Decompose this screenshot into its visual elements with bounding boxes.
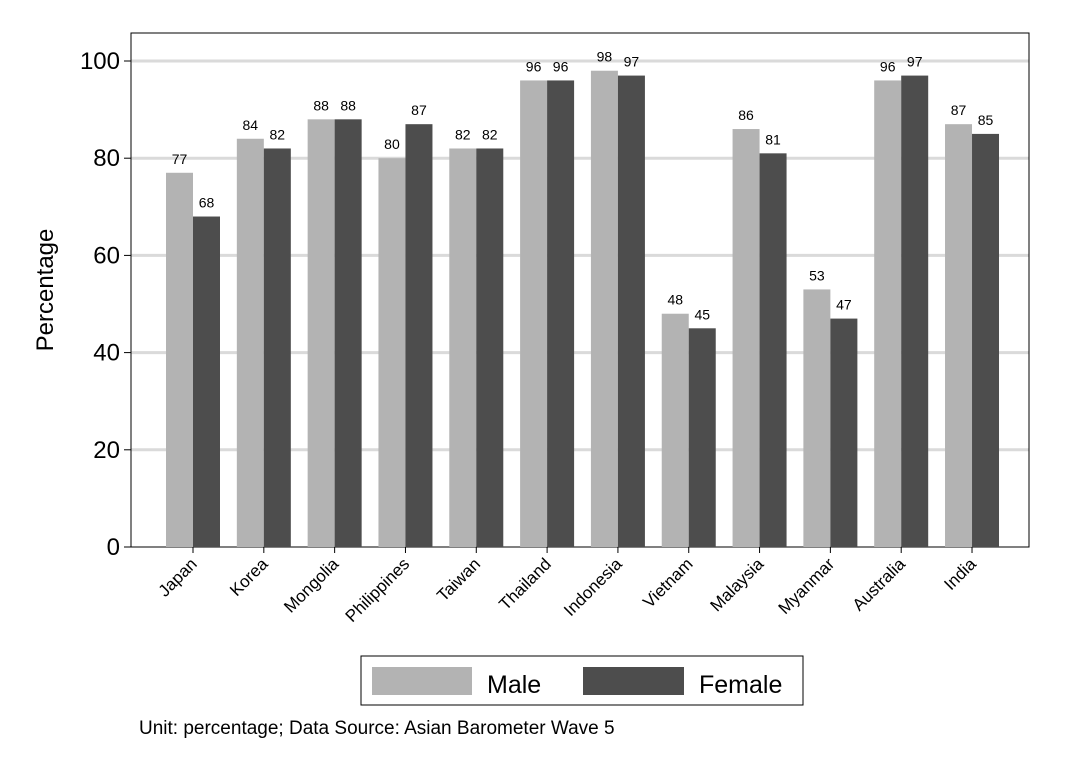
- bar-male: [449, 148, 477, 548]
- x-tick-label: Taiwan: [433, 554, 484, 605]
- data-label: 98: [597, 49, 613, 65]
- bar-male: [236, 138, 264, 547]
- data-label: 68: [199, 195, 215, 211]
- bar-female: [547, 80, 575, 547]
- data-label: 96: [880, 58, 896, 74]
- legend: Male Female: [360, 655, 804, 706]
- y-tick-label: 40: [93, 340, 120, 367]
- bar-female: [688, 328, 716, 547]
- bar-male: [590, 70, 618, 547]
- bar-male: [307, 119, 335, 547]
- bar-female: [334, 119, 362, 547]
- bar-female: [972, 133, 1000, 547]
- x-tick-label: India: [940, 554, 980, 594]
- bar-female: [193, 216, 220, 547]
- data-label: 81: [765, 131, 781, 147]
- data-label: 88: [313, 97, 329, 113]
- bar-male: [732, 129, 760, 548]
- x-tick-label: Indonesia: [560, 554, 626, 620]
- bar-male: [520, 80, 548, 547]
- data-label: 86: [738, 107, 754, 123]
- bar-male: [661, 313, 689, 547]
- data-label: 96: [553, 58, 569, 74]
- bar-male: [803, 289, 831, 547]
- legend-swatch-female: [583, 667, 684, 695]
- data-label: 47: [836, 297, 852, 313]
- x-tick-label: Vietnam: [639, 554, 696, 611]
- x-tick-label: Malaysia: [707, 554, 768, 615]
- bar-male: [378, 158, 406, 547]
- data-label: 48: [667, 292, 683, 308]
- data-label: 87: [951, 102, 967, 118]
- data-label: 77: [172, 151, 188, 167]
- x-tick-label: Mongolia: [280, 554, 343, 617]
- data-label: 84: [243, 117, 259, 133]
- x-tick-label: Japan: [155, 554, 201, 600]
- bar-female: [901, 75, 929, 547]
- y-tick-label: 80: [93, 145, 120, 172]
- data-label: 87: [411, 102, 427, 118]
- y-tick-label: 100: [80, 48, 120, 75]
- bar-female: [263, 148, 291, 548]
- data-label: 45: [694, 306, 710, 322]
- data-label: 85: [978, 112, 994, 128]
- data-label: 80: [384, 136, 400, 152]
- data-label: 96: [526, 58, 542, 74]
- x-tick-label: Korea: [226, 554, 272, 600]
- data-label: 82: [455, 126, 471, 142]
- legend-label-female: Female: [699, 671, 782, 699]
- bar-female: [759, 153, 787, 547]
- x-tick-label: Philippines: [342, 554, 414, 626]
- y-axis-title: Percentage: [32, 229, 59, 352]
- x-axis: Japan Korea Mongolia Philippines Taiwan Thail…: [155, 547, 980, 626]
- data-label: 82: [482, 126, 498, 142]
- plot-frame: [130, 32, 1030, 548]
- data-labels: 77 68 84 82 88 88 80 87 82 82 96 96 98 97 48 45 86 81 53 47…: [172, 49, 994, 323]
- bar-female: [617, 75, 645, 547]
- y-tick-label: 20: [93, 437, 120, 464]
- bar-male: [874, 80, 902, 547]
- data-label: 82: [270, 126, 286, 142]
- data-label: 97: [907, 54, 923, 70]
- x-tick-label: Thailand: [495, 554, 555, 614]
- bar-female: [476, 148, 504, 548]
- legend-swatch-male: [372, 667, 472, 695]
- data-label: 97: [624, 54, 640, 70]
- y-tick-label: 60: [93, 242, 120, 269]
- data-label: 88: [340, 97, 356, 113]
- y-axis: 0 20 40 60 80 100: [80, 48, 131, 561]
- y-tick-label: 0: [107, 534, 120, 561]
- bar-female: [830, 318, 858, 547]
- bars: [166, 70, 1000, 548]
- source-note: Unit: percentage; Data Source: Asian Bar…: [139, 718, 615, 739]
- legend-label-male: Male: [487, 671, 541, 699]
- data-label: 53: [809, 267, 825, 283]
- x-tick-label: Myanmar: [775, 554, 839, 618]
- bar-male: [945, 124, 973, 548]
- x-tick-label: Australia: [849, 554, 910, 615]
- bar-female: [405, 124, 433, 548]
- bar-male: [166, 172, 193, 547]
